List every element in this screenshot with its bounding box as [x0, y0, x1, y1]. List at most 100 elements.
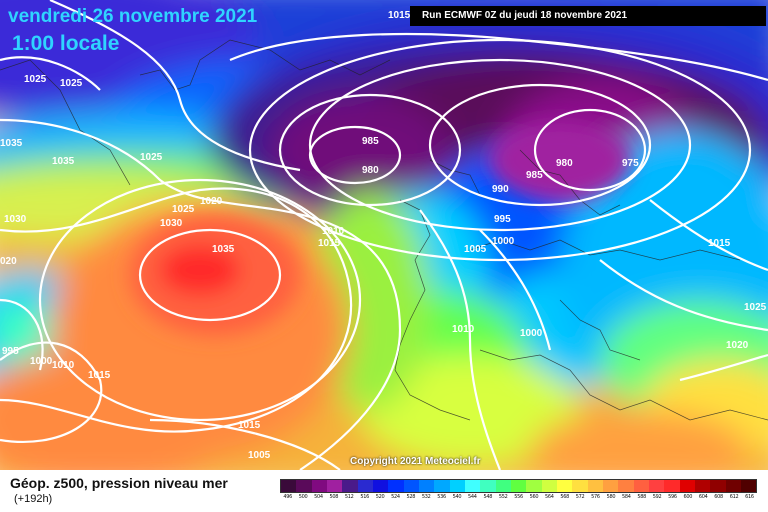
legend-swatch: [633, 480, 649, 492]
forecast-date: vendredi 26 novembre 2021: [8, 6, 258, 27]
legend-swatch: [710, 480, 726, 492]
isobar-label: 1030: [4, 214, 27, 225]
legend-value: 524: [391, 494, 400, 500]
coastlines: [0, 39, 768, 421]
legend-swatch: [281, 480, 297, 492]
legend-swatch: [388, 480, 404, 492]
legend-value: 592: [652, 494, 662, 500]
legend-value: 568: [560, 494, 570, 500]
legend-swatch: [418, 480, 435, 492]
isobar-label: 1015: [238, 420, 261, 431]
legend-value: 540: [452, 494, 462, 500]
legend-value: 528: [406, 494, 416, 500]
isobars: [0, 0, 768, 470]
pressure-map: 1015 1025 1025 1035 1035 1025 1030 1020 …: [0, 0, 768, 470]
map-footer: Géop. z500, pression niveau mer (+192h) …: [0, 470, 768, 512]
legend-swatch: [372, 480, 389, 492]
isobar-labels: 1015 1025 1025 1035 1035 1025 1030 1020 …: [0, 10, 767, 461]
legend-swatch: [618, 480, 634, 492]
legend-value: 616: [745, 494, 754, 500]
legend-swatch: [464, 480, 481, 492]
isobar-label: 1035: [212, 244, 235, 255]
isobar-label: 1005: [248, 450, 271, 461]
forecast-time: 1:00 locale: [12, 32, 120, 55]
legend-value: 516: [360, 494, 369, 500]
isobar-label: 1025: [140, 152, 163, 163]
legend-swatch: [648, 480, 665, 492]
legend-swatch: [694, 480, 711, 492]
legend-value: 512: [344, 494, 354, 500]
legend-swatch: [725, 480, 741, 492]
isobar-label: 1015: [88, 370, 111, 381]
isobar-label: 1025: [24, 74, 47, 85]
isobar-label: 1015: [318, 238, 341, 249]
isobar-label: 1025: [172, 204, 195, 215]
legend-swatch: [434, 480, 450, 492]
legend-swatch: [296, 480, 312, 492]
legend-value: 588: [637, 494, 646, 500]
isobar-label: 1020: [726, 340, 749, 351]
legend-swatch: [602, 480, 619, 492]
legend-value: 608: [714, 494, 723, 500]
isobar-label: 995: [2, 346, 19, 357]
legend-value: 612: [729, 494, 739, 500]
isobar-label: 1010: [52, 360, 75, 371]
isobar-label: 1035: [52, 156, 75, 167]
legend-value: 532: [421, 494, 431, 500]
isobar-label: 990: [492, 184, 509, 195]
isobar-label: 980: [556, 158, 573, 169]
isobar-label: 985: [362, 136, 379, 147]
legend-swatch: [495, 480, 511, 492]
isobar-label: 020: [0, 256, 17, 267]
legend-value: 544: [468, 494, 477, 500]
isobar-label: 995: [494, 214, 511, 225]
legend-value: 584: [621, 494, 631, 500]
legend-value: 564: [545, 494, 554, 500]
legend-labels: 496 500 504 508 512 516 520 524 528 532 536 540 544 5…: [280, 494, 757, 500]
model-run-label: Run ECMWF 0Z du jeudi 18 novembre 2021: [410, 6, 766, 26]
geopotential-field: [0, 0, 768, 470]
isobar-label: 1000: [492, 236, 515, 247]
isobar-label: 1015: [708, 238, 731, 249]
legend-value: 496: [283, 494, 293, 500]
legend-value: 600: [683, 494, 693, 500]
legend-value: 560: [529, 494, 539, 500]
isobar-label: 1015: [388, 10, 411, 21]
legend-value: 580: [606, 494, 616, 500]
legend-swatch: [510, 480, 527, 492]
isobar-label: 1010: [452, 324, 475, 335]
lead-time: (+192h): [14, 493, 53, 505]
legend-swatch: [572, 480, 588, 492]
legend-swatch: [587, 480, 603, 492]
legend-swatch: [526, 480, 542, 492]
legend-swatch: [342, 480, 358, 492]
isobar-label: 985: [526, 170, 543, 181]
legend-value: 556: [514, 494, 523, 500]
legend-value: 604: [698, 494, 708, 500]
legend-value: 500: [298, 494, 308, 500]
legend-swatches: [280, 479, 757, 493]
legend-swatch: [679, 480, 695, 492]
legend-value: 548: [483, 494, 493, 500]
legend-swatch: [480, 480, 496, 492]
legend-swatch: [357, 480, 373, 492]
legend-value: 536: [437, 494, 446, 500]
isobar-label: 1025: [60, 78, 83, 89]
legend-swatch: [740, 480, 757, 492]
legend-swatch: [403, 480, 419, 492]
isobar-label: 980: [362, 165, 379, 176]
legend-value: 504: [314, 494, 323, 500]
isobar-label: 1000: [30, 356, 53, 367]
isobar-label: 1000: [520, 328, 543, 339]
legend-swatch: [556, 480, 573, 492]
color-scale-legend: 496 500 504 508 512 516 520 524 528 532 536 540 544 5…: [280, 479, 757, 507]
isobar-label: 975: [622, 158, 639, 169]
legend-value: 596: [668, 494, 677, 500]
legend-value: 576: [591, 494, 600, 500]
legend-swatch: [664, 480, 680, 492]
legend-value: 572: [575, 494, 585, 500]
legend-swatch: [311, 480, 327, 492]
map-title: Géop. z500, pression niveau mer: [10, 475, 228, 491]
legend-value: 508: [329, 494, 339, 500]
legend-swatch: [326, 480, 343, 492]
